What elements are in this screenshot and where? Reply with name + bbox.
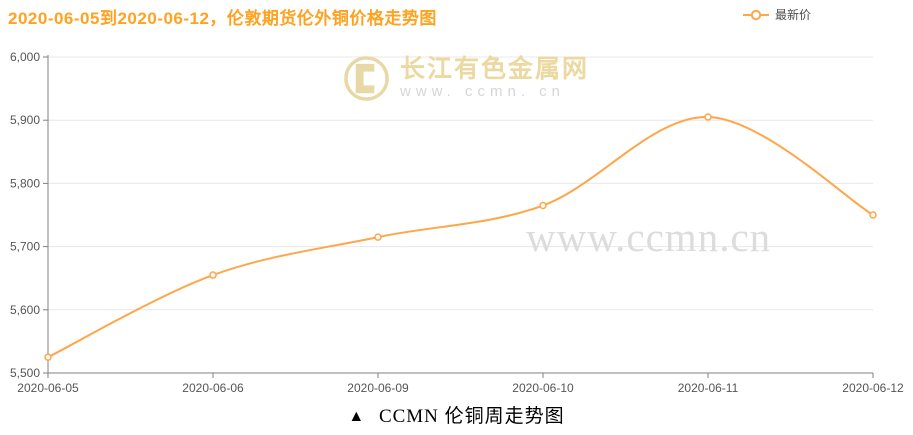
data-point-marker [374,233,382,241]
y-tick-label: 5,700 [10,240,40,254]
x-tick-label: 2020-06-09 [347,381,409,395]
y-tick-label: 5,600 [10,303,40,317]
data-point-marker [704,113,712,121]
caption-text: CCMN 伦铜周走势图 [378,406,565,427]
data-point-marker [869,211,877,219]
line-circle-marker-icon [743,9,769,20]
data-point-marker [44,353,52,361]
y-tick-label: 6,000 [10,50,40,64]
y-tick-label: 5,500 [10,366,40,380]
data-point-marker [209,271,217,279]
chart-title: 2020-06-05到2020-06-12，伦敦期货伦外铜价格走势图 [8,9,437,28]
chart-caption: ▲ CCMN 伦铜周走势图 [0,401,913,428]
series-line-latest-price [47,116,874,359]
x-tick-label: 2020-06-10 [512,381,574,395]
x-tick-label: 2020-06-11 [678,381,739,395]
y-tick-label: 5,900 [10,113,40,127]
triangle-up-icon: ▲ [348,408,366,425]
y-tick-label: 5,800 [10,176,40,190]
data-point-marker [539,201,547,210]
legend-item-latest-price[interactable]: 最新价 [743,6,811,23]
legend-label: 最新价 [775,8,812,22]
x-tick-label: 2020-06-05 [17,381,79,395]
price-trend-chart: 5,500 5,600 5,700 5,800 5,900 6,000 2020-06-05… [10,50,904,395]
x-tick-label: 2020-06-06 [182,381,244,395]
x-tick-label: 2020-06-12 [842,381,904,395]
